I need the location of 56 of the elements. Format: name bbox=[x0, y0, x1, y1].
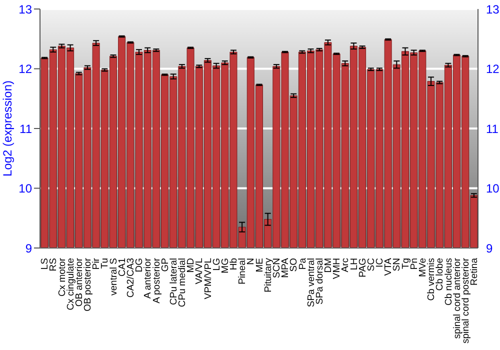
x-tick-label: Cx cingulate bbox=[65, 258, 76, 310]
x-tick-label: CPu medial bbox=[177, 258, 188, 308]
y-tick-label: 11 bbox=[20, 122, 32, 136]
x-tick-label: Tg bbox=[400, 258, 412, 270]
x-tick-label: IC bbox=[374, 258, 386, 268]
x-tick-label: DM bbox=[323, 258, 334, 273]
y2-tick-label: 12 bbox=[486, 62, 500, 76]
x-tick-label: ventral S bbox=[108, 258, 120, 296]
x-tick-label: MG bbox=[220, 258, 231, 274]
y2-tick-label: 10 bbox=[486, 182, 500, 196]
x-tick-label: Arc bbox=[340, 258, 352, 272]
x-tick-label: Retina bbox=[469, 257, 480, 286]
x-tick-label: CPu lateral bbox=[168, 258, 180, 305]
x-tick-label: A posterior bbox=[151, 258, 162, 304]
x-tick-label: SC bbox=[366, 258, 377, 272]
x-tick-label: ME bbox=[254, 258, 266, 272]
x-tick-label: LH bbox=[348, 258, 360, 270]
x-tick-label: SPa dorsal bbox=[314, 258, 326, 304]
x-tick-label: OB anterior bbox=[74, 258, 85, 307]
y-axis-title: Log2 (expression) bbox=[0, 80, 14, 177]
y-tick-label: 10 bbox=[18, 182, 32, 196]
x-tick-label: MVe bbox=[418, 258, 428, 278]
x-tick-label: Cb lobe bbox=[434, 258, 446, 291]
x-tick-label: SCN bbox=[272, 258, 282, 278]
y2-tick-label: 11 bbox=[486, 122, 499, 136]
x-tick-label: PAG bbox=[357, 258, 368, 278]
x-tick-label: N bbox=[246, 258, 257, 265]
y-tick-label: 13 bbox=[18, 2, 32, 16]
x-tick-label: LG bbox=[211, 258, 222, 271]
x-tick-label: DG bbox=[134, 258, 146, 272]
y-tick-label: 12 bbox=[18, 62, 32, 76]
x-tick-label: VPM/VPL bbox=[202, 258, 214, 300]
x-tick-label: Hb bbox=[228, 258, 240, 270]
x-tick-label: SO bbox=[288, 258, 300, 272]
x-tick-label: Pa bbox=[297, 257, 308, 270]
x-tick-label: Pineal bbox=[237, 258, 248, 284]
x-tick-label: spinal cord anterior bbox=[452, 258, 463, 339]
x-tick-label: CA2/CA3 bbox=[126, 258, 136, 298]
x-tick-label: Cb nucleus bbox=[443, 258, 454, 306]
y2-tick-label: 9 bbox=[486, 241, 493, 256]
x-tick-label: Cx motor bbox=[56, 258, 68, 297]
y2-tick-label: 13 bbox=[486, 2, 500, 16]
x-tick-label: Pir bbox=[91, 258, 102, 270]
x-tick-label: RS bbox=[48, 258, 60, 272]
y-tick-label: 9 bbox=[25, 241, 32, 256]
x-tick-label: SN bbox=[392, 258, 403, 272]
x-tick-label: spinal cord posterior bbox=[460, 258, 472, 344]
x-tick-label: Tu bbox=[100, 258, 111, 269]
x-tick-label: GP bbox=[160, 258, 171, 272]
x-tick-label: A anterior bbox=[142, 258, 154, 299]
x-tick-label: CA1 bbox=[116, 258, 128, 276]
x-tick-label: SPa ventral bbox=[306, 258, 317, 308]
x-tick-label: Pituitary bbox=[262, 258, 274, 292]
x-tick-label: VMH bbox=[332, 258, 343, 280]
x-tick-label: VA/VL bbox=[194, 258, 206, 284]
x-tick-label: OB posterior bbox=[82, 258, 94, 312]
